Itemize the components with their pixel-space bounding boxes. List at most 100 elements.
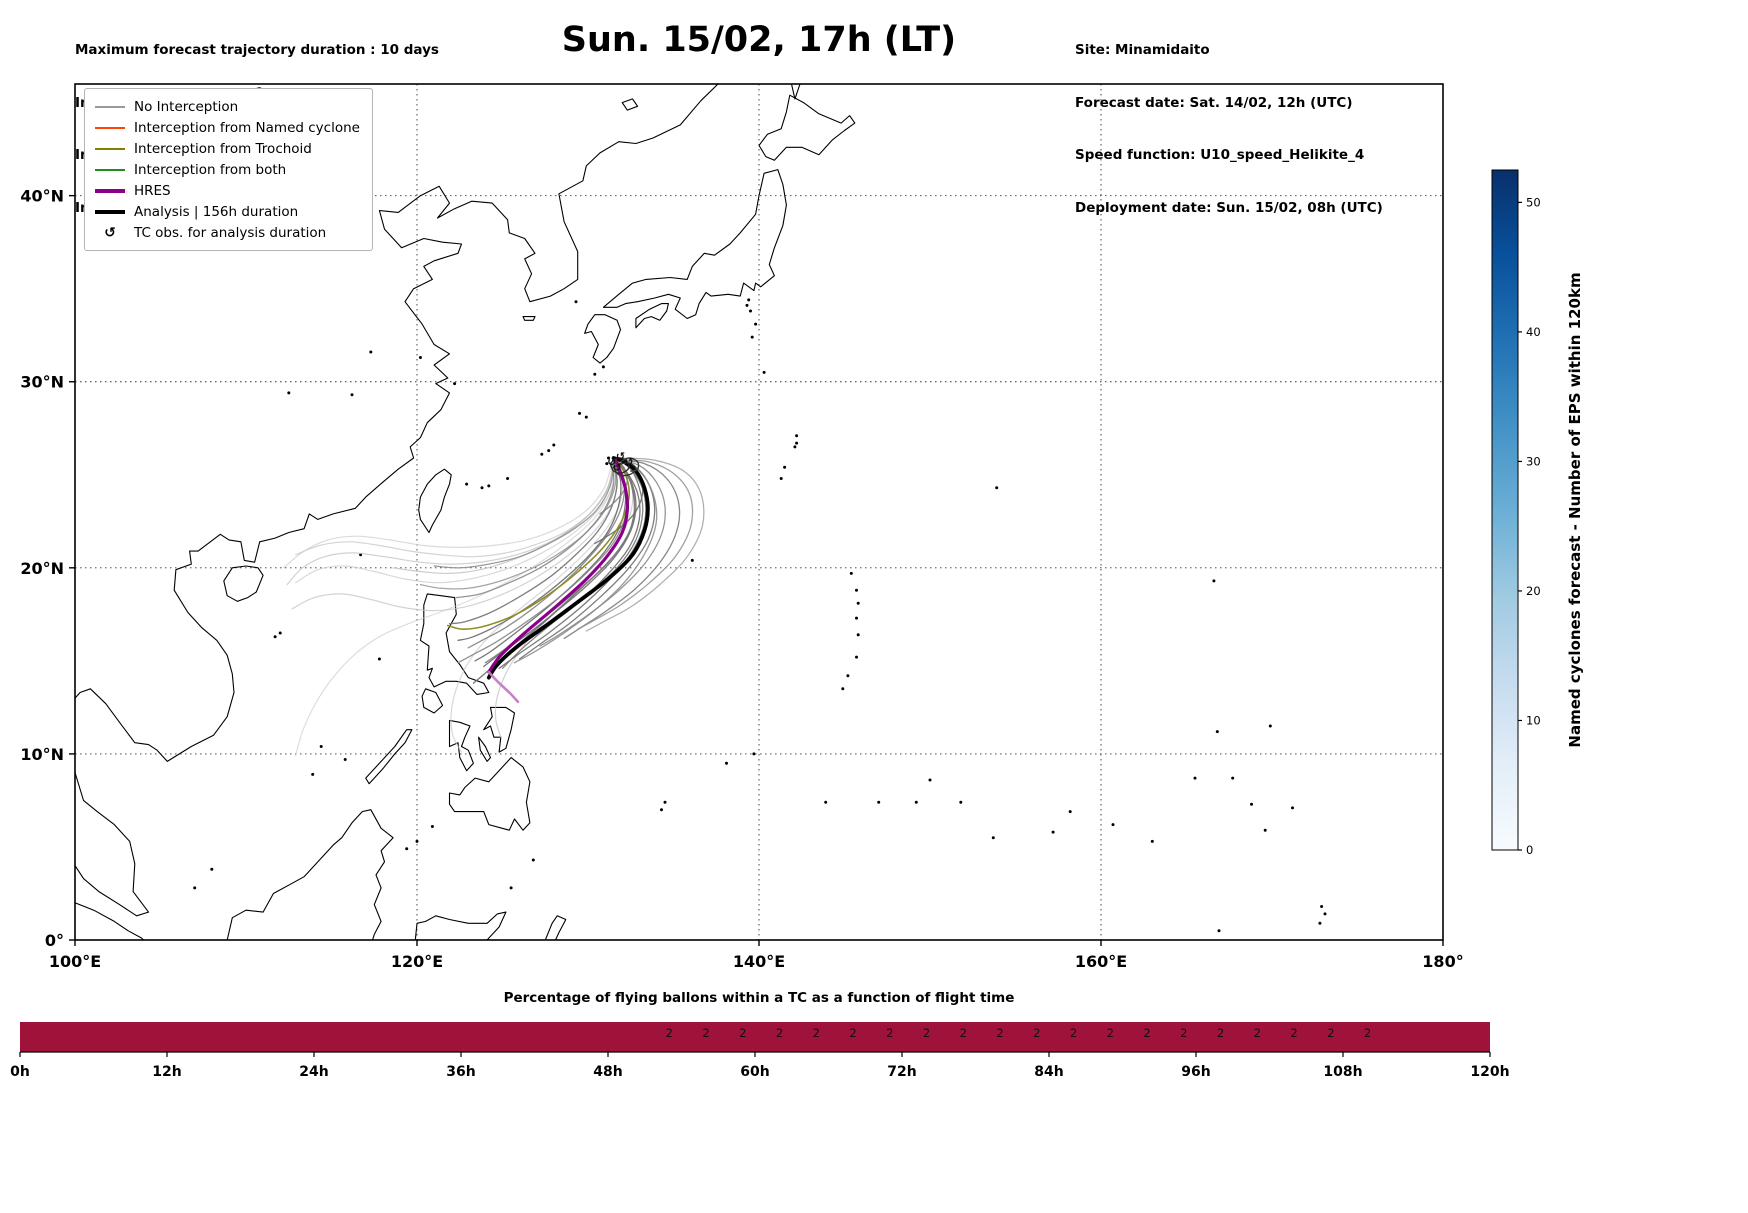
bar-annotation: 2 <box>1290 1026 1297 1040</box>
hour-tick-label: 108h <box>1323 1064 1362 1080</box>
bar-annotation: 2 <box>1254 1026 1261 1040</box>
island-dot <box>605 462 609 466</box>
bar-annotation: 2 <box>923 1026 930 1040</box>
colorbar-tick-label: 20 <box>1526 584 1541 598</box>
trajectory-map: ↺ ↺ ↺↺100°E 120°E 140°E 160°E 180°0°10°N20°N30… <box>20 83 1464 971</box>
trajectory-ensemble <box>448 461 618 625</box>
island-dot <box>663 800 667 804</box>
colorbar-label: Named cyclones forecast - Number of EPS … <box>1566 272 1584 747</box>
hour-tick-label: 12h <box>152 1064 181 1080</box>
island-dot <box>690 558 694 562</box>
island-dot <box>795 434 799 438</box>
island-dot <box>547 449 551 453</box>
legend-item: HRES <box>95 180 360 201</box>
bar-annotation: 2 <box>1180 1026 1187 1040</box>
trajectory-hres-extension <box>487 670 520 704</box>
coastline <box>790 84 801 100</box>
island-dot <box>1051 830 1055 834</box>
trajectory-trochoid <box>447 459 631 630</box>
bar-annotation: 2 <box>1327 1026 1334 1040</box>
island-dot <box>601 365 605 369</box>
island-dot <box>1111 823 1115 827</box>
bar-annotation: 2 <box>813 1026 820 1040</box>
island-dot <box>1263 828 1267 832</box>
coastline <box>226 809 394 940</box>
island-dot <box>783 465 787 469</box>
island-dot <box>754 322 758 326</box>
x-tick-label: 120°E <box>391 952 443 971</box>
hour-tick-label: 72h <box>887 1064 916 1080</box>
island-dot <box>991 836 995 840</box>
island-dot <box>1318 921 1322 925</box>
island-dot <box>1193 776 1197 780</box>
island-dot <box>287 391 291 395</box>
island-dot <box>465 482 469 486</box>
hour-tick-label: 24h <box>299 1064 328 1080</box>
trajectory-ensemble <box>563 459 681 640</box>
bar-annotation: 2 <box>996 1026 1003 1040</box>
y-tick-label: 0° <box>45 931 64 950</box>
island-dot <box>779 477 783 480</box>
bar-annotation: 2 <box>776 1026 783 1040</box>
island-dot <box>405 847 409 851</box>
trajectory-ensemble-light <box>283 463 613 569</box>
legend-label: HRES <box>134 182 171 199</box>
deployment-date-line: Deployment date: Sun. 15/02, 08h (UTC) <box>1075 199 1383 216</box>
legend-line <box>95 209 125 214</box>
island-dot <box>747 298 751 302</box>
bar-annotation: 2 <box>1143 1026 1150 1040</box>
hour-tick-label: 36h <box>446 1064 475 1080</box>
bar-annotation: 2 <box>1070 1026 1077 1040</box>
island-dot <box>1215 730 1219 734</box>
island-dot <box>593 372 597 376</box>
island-dot <box>509 886 513 890</box>
trajectory-obs-cluster <box>612 462 637 477</box>
legend-line <box>95 126 125 129</box>
island-dot <box>418 356 422 359</box>
coastline <box>483 706 516 753</box>
legend-line-swatch <box>95 168 125 171</box>
island-dot <box>574 300 578 304</box>
hour-tick-label: 84h <box>1034 1064 1063 1080</box>
island-dot <box>531 858 535 862</box>
grid-lines <box>75 84 1443 940</box>
island-dot <box>480 486 484 490</box>
island-dot <box>793 445 797 449</box>
island-dot <box>415 839 419 843</box>
island-dot <box>725 761 728 765</box>
island-dot <box>1068 810 1072 814</box>
island-dot <box>914 800 918 804</box>
legend-label: Interception from both <box>134 161 287 178</box>
trajectory-hres <box>487 458 630 674</box>
island-dot <box>273 635 277 639</box>
trajectory-ensemble-light <box>295 461 615 558</box>
island-dot <box>1212 579 1216 583</box>
colorbar-tick-label: 40 <box>1526 325 1541 339</box>
bar-annotation: 2 <box>666 1026 673 1040</box>
trajectory-ensemble <box>457 461 622 642</box>
island-dot <box>855 655 858 659</box>
island-dot <box>311 772 315 776</box>
island-dot <box>856 633 860 637</box>
island-dot <box>824 800 828 804</box>
trajectory-obs-cluster <box>609 457 630 474</box>
bar-annotation: 2 <box>849 1026 856 1040</box>
island-dot <box>855 616 858 620</box>
island-dot <box>750 335 754 339</box>
hour-tick-label: 48h <box>593 1064 622 1080</box>
hour-tick-label: 60h <box>740 1064 769 1080</box>
y-tick-label: 40°N <box>20 187 64 206</box>
legend-label: No Interception <box>134 98 239 115</box>
legend-item: Interception from Trochoid <box>95 138 360 159</box>
bar-annotation: 2 <box>1033 1026 1040 1040</box>
tc-obs-glyph-icon: ↺ <box>104 224 116 241</box>
island-dot <box>578 411 581 415</box>
coastline <box>365 729 413 785</box>
island-dot <box>319 745 323 748</box>
legend-label: Analysis | 156h duration <box>134 203 299 220</box>
coastline <box>544 915 567 940</box>
flight-time-chart-title: Percentage of flying ballons within a TC… <box>503 990 1015 1006</box>
island-dot <box>453 382 457 386</box>
coastline <box>448 757 531 831</box>
